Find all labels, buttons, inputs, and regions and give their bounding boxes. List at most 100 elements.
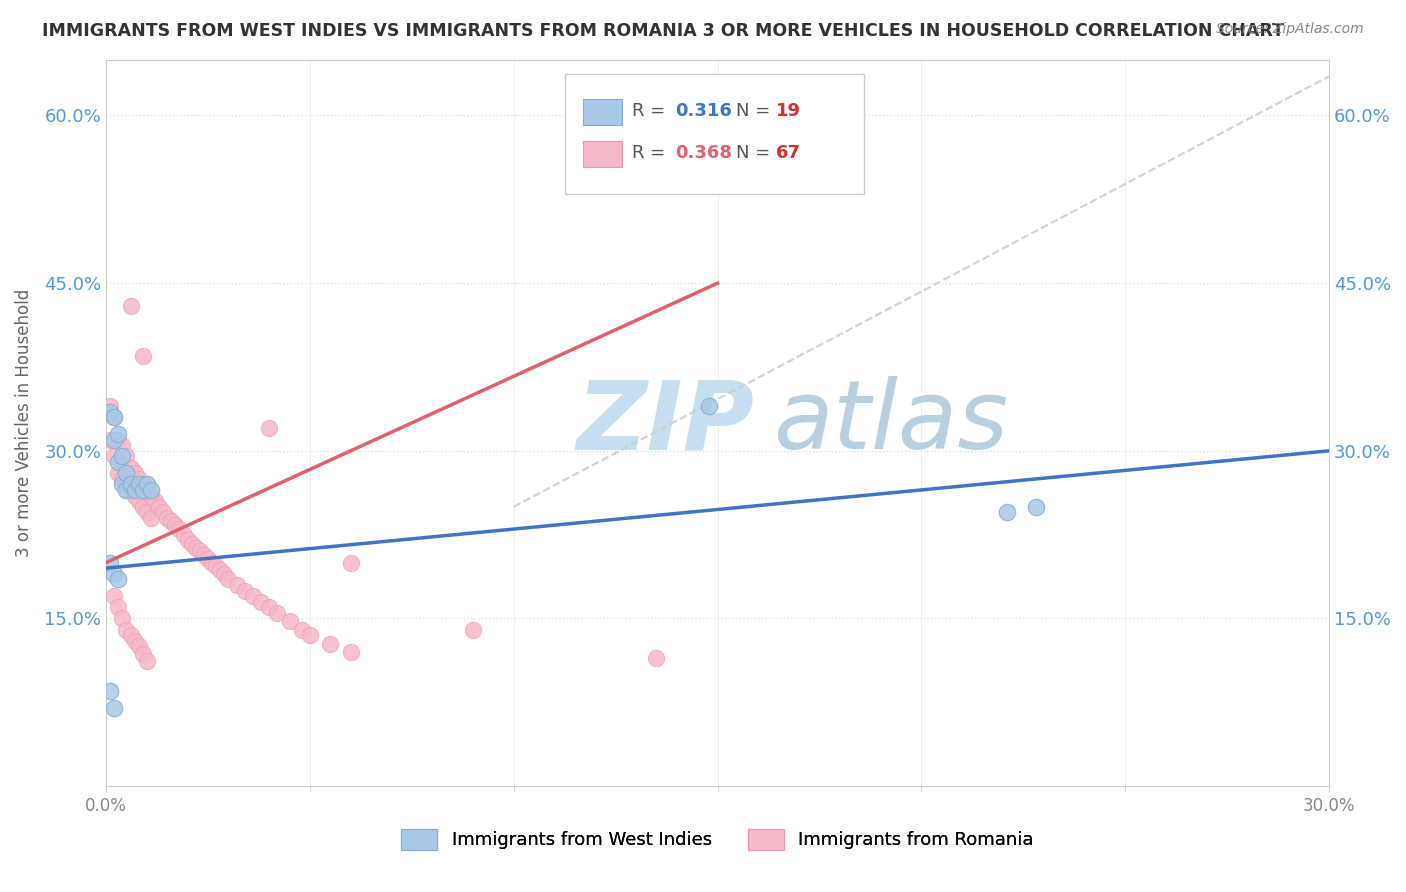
Point bbox=[152, 505, 174, 519]
Point bbox=[461, 623, 484, 637]
Point bbox=[115, 477, 138, 491]
Point bbox=[132, 483, 155, 497]
Point bbox=[169, 522, 191, 536]
FancyBboxPatch shape bbox=[565, 74, 865, 194]
Point bbox=[217, 573, 239, 587]
Point bbox=[120, 628, 142, 642]
Point bbox=[115, 450, 138, 464]
Point bbox=[124, 489, 146, 503]
Point bbox=[184, 541, 207, 555]
Point bbox=[103, 589, 125, 603]
Point bbox=[209, 563, 232, 577]
Point bbox=[160, 514, 183, 528]
Point bbox=[257, 421, 280, 435]
Point bbox=[135, 483, 157, 497]
Text: 0.316: 0.316 bbox=[675, 103, 731, 120]
Point bbox=[124, 633, 146, 648]
Point bbox=[132, 500, 155, 514]
Point bbox=[135, 505, 157, 519]
Point bbox=[111, 477, 134, 491]
Point bbox=[132, 647, 155, 661]
Point bbox=[120, 483, 142, 497]
Point bbox=[645, 650, 668, 665]
Point bbox=[173, 527, 195, 541]
Point bbox=[278, 614, 301, 628]
Point bbox=[143, 494, 166, 508]
Point bbox=[339, 556, 361, 570]
Point bbox=[205, 558, 228, 573]
Point bbox=[139, 483, 162, 497]
Text: 67: 67 bbox=[776, 145, 801, 162]
Text: IMMIGRANTS FROM WEST INDIES VS IMMIGRANTS FROM ROMANIA 3 OR MORE VEHICLES IN HOU: IMMIGRANTS FROM WEST INDIES VS IMMIGRANT… bbox=[42, 22, 1284, 40]
Point bbox=[103, 410, 125, 425]
Point bbox=[291, 623, 314, 637]
Point bbox=[193, 548, 215, 562]
Point bbox=[115, 483, 138, 497]
Point bbox=[180, 536, 202, 550]
Point bbox=[165, 517, 187, 532]
Point bbox=[111, 611, 134, 625]
Point bbox=[201, 556, 224, 570]
Point bbox=[188, 544, 211, 558]
Point bbox=[135, 654, 157, 668]
Text: N =: N = bbox=[735, 103, 776, 120]
Point bbox=[98, 399, 121, 413]
Point bbox=[233, 583, 256, 598]
Point bbox=[107, 427, 129, 442]
Y-axis label: 3 or more Vehicles in Household: 3 or more Vehicles in Household bbox=[15, 289, 32, 557]
Point bbox=[115, 466, 138, 480]
Point bbox=[111, 438, 134, 452]
Point bbox=[115, 623, 138, 637]
Point bbox=[132, 349, 155, 363]
Point bbox=[98, 684, 121, 698]
Point bbox=[298, 628, 321, 642]
Point bbox=[107, 455, 129, 469]
Text: 19: 19 bbox=[776, 103, 801, 120]
Point bbox=[103, 433, 125, 447]
Point bbox=[128, 494, 150, 508]
Point bbox=[103, 410, 125, 425]
Point bbox=[128, 477, 150, 491]
Point bbox=[128, 472, 150, 486]
Point bbox=[699, 399, 721, 413]
Point bbox=[107, 573, 129, 587]
Text: ZIP: ZIP bbox=[576, 376, 755, 469]
Point bbox=[135, 477, 157, 491]
Point bbox=[250, 595, 273, 609]
Point bbox=[98, 556, 121, 570]
Text: Source: ZipAtlas.com: Source: ZipAtlas.com bbox=[1216, 22, 1364, 37]
Point bbox=[214, 566, 236, 581]
Point bbox=[148, 500, 170, 514]
Point bbox=[98, 433, 121, 447]
Point bbox=[124, 483, 146, 497]
Text: 0.368: 0.368 bbox=[675, 145, 731, 162]
Point bbox=[995, 505, 1018, 519]
Point bbox=[156, 511, 179, 525]
Point bbox=[111, 472, 134, 486]
Point bbox=[120, 460, 142, 475]
Point bbox=[225, 578, 247, 592]
Bar bbox=[583, 141, 623, 167]
Point bbox=[120, 477, 142, 491]
Text: N =: N = bbox=[735, 145, 776, 162]
Point bbox=[120, 298, 142, 312]
Point bbox=[139, 511, 162, 525]
Point bbox=[103, 450, 125, 464]
Point bbox=[107, 466, 129, 480]
Point bbox=[339, 645, 361, 659]
Point bbox=[319, 637, 342, 651]
Point bbox=[132, 477, 155, 491]
Point bbox=[124, 466, 146, 480]
Text: atlas: atlas bbox=[772, 376, 1008, 469]
Point bbox=[139, 489, 162, 503]
Point bbox=[107, 600, 129, 615]
Legend: Immigrants from West Indies, Immigrants from Romania: Immigrants from West Indies, Immigrants … bbox=[394, 822, 1042, 857]
Point bbox=[103, 701, 125, 715]
Point bbox=[197, 552, 219, 566]
Point bbox=[242, 589, 264, 603]
Point bbox=[257, 600, 280, 615]
Point bbox=[98, 405, 121, 419]
Point bbox=[266, 606, 288, 620]
Bar bbox=[583, 99, 623, 125]
Point bbox=[107, 433, 129, 447]
